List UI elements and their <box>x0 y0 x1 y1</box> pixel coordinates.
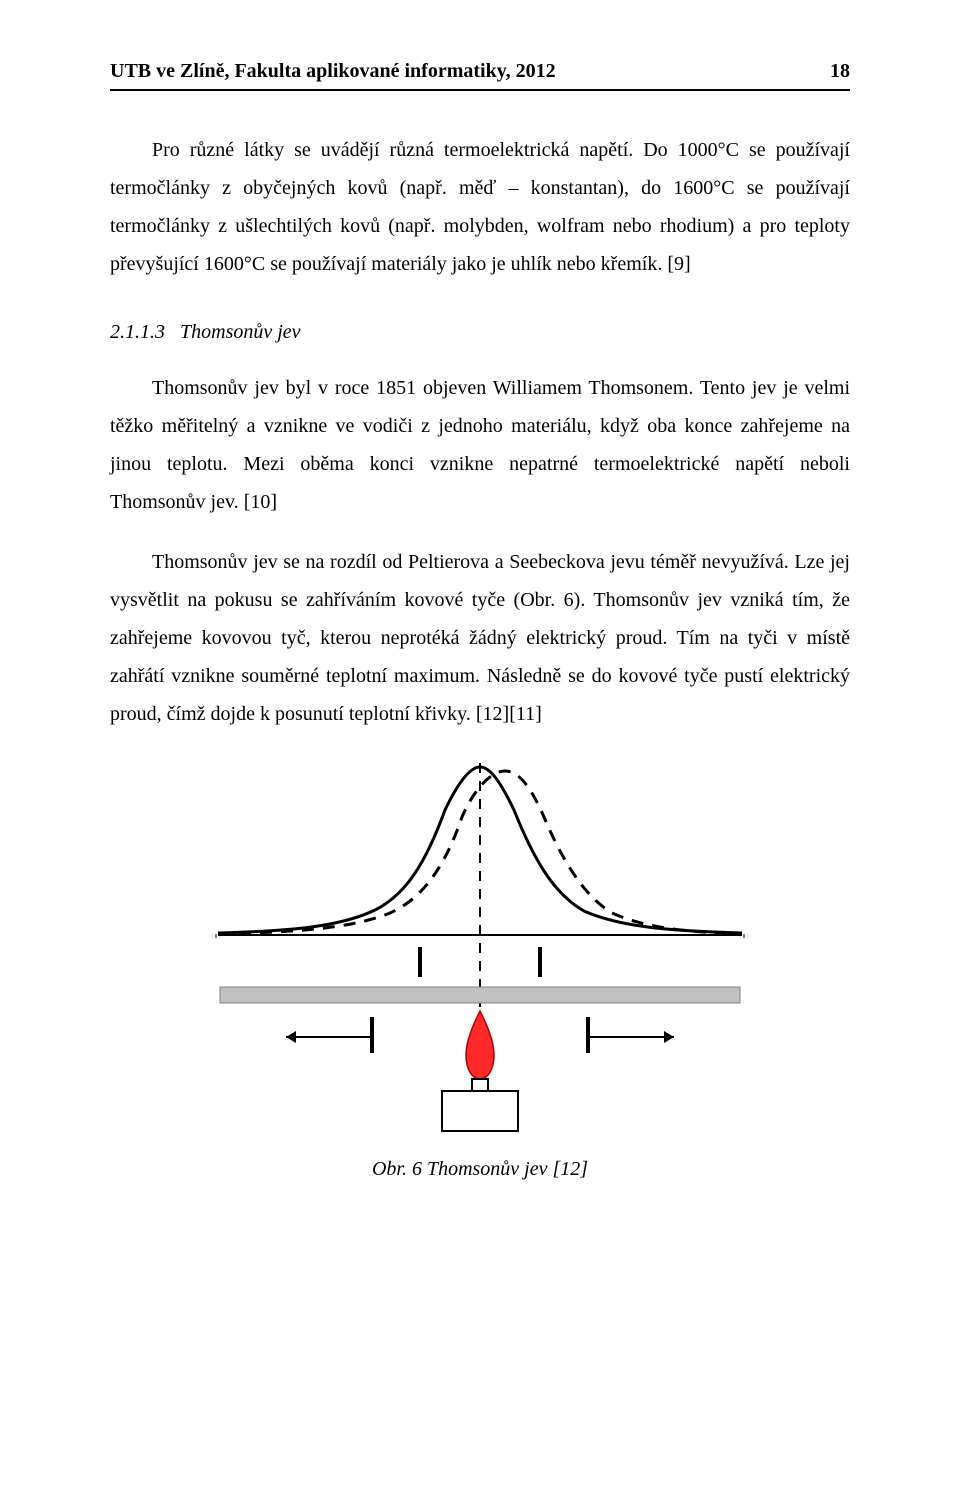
figure: Obr. 6 Thomsonův jev [12] <box>110 755 850 1181</box>
figure-caption: Obr. 6 Thomsonův jev [12] <box>110 1158 850 1181</box>
thomson-diagram <box>200 755 760 1135</box>
page-header: UTB ve Zlíně, Fakulta aplikované informa… <box>110 60 850 91</box>
section-heading: 2.1.1.3 Thomsonův jev <box>110 313 850 351</box>
paragraph-intro: Pro různé látky se uvádějí různá termoel… <box>110 131 850 283</box>
header-left: UTB ve Zlíně, Fakulta aplikované informa… <box>110 60 556 83</box>
paragraph-thomson-1: Thomsonův jev byl v roce 1851 objeven Wi… <box>110 369 850 521</box>
header-page-number: 18 <box>830 60 850 83</box>
section-title: Thomsonův jev <box>180 321 301 343</box>
paragraph-thomson-2: Thomsonův jev se na rozdíl od Peltierova… <box>110 543 850 733</box>
page: UTB ve Zlíně, Fakulta aplikované informa… <box>0 0 960 1486</box>
body: Pro různé látky se uvádějí různá termoel… <box>110 131 850 733</box>
section-number: 2.1.1.3 <box>110 321 165 343</box>
